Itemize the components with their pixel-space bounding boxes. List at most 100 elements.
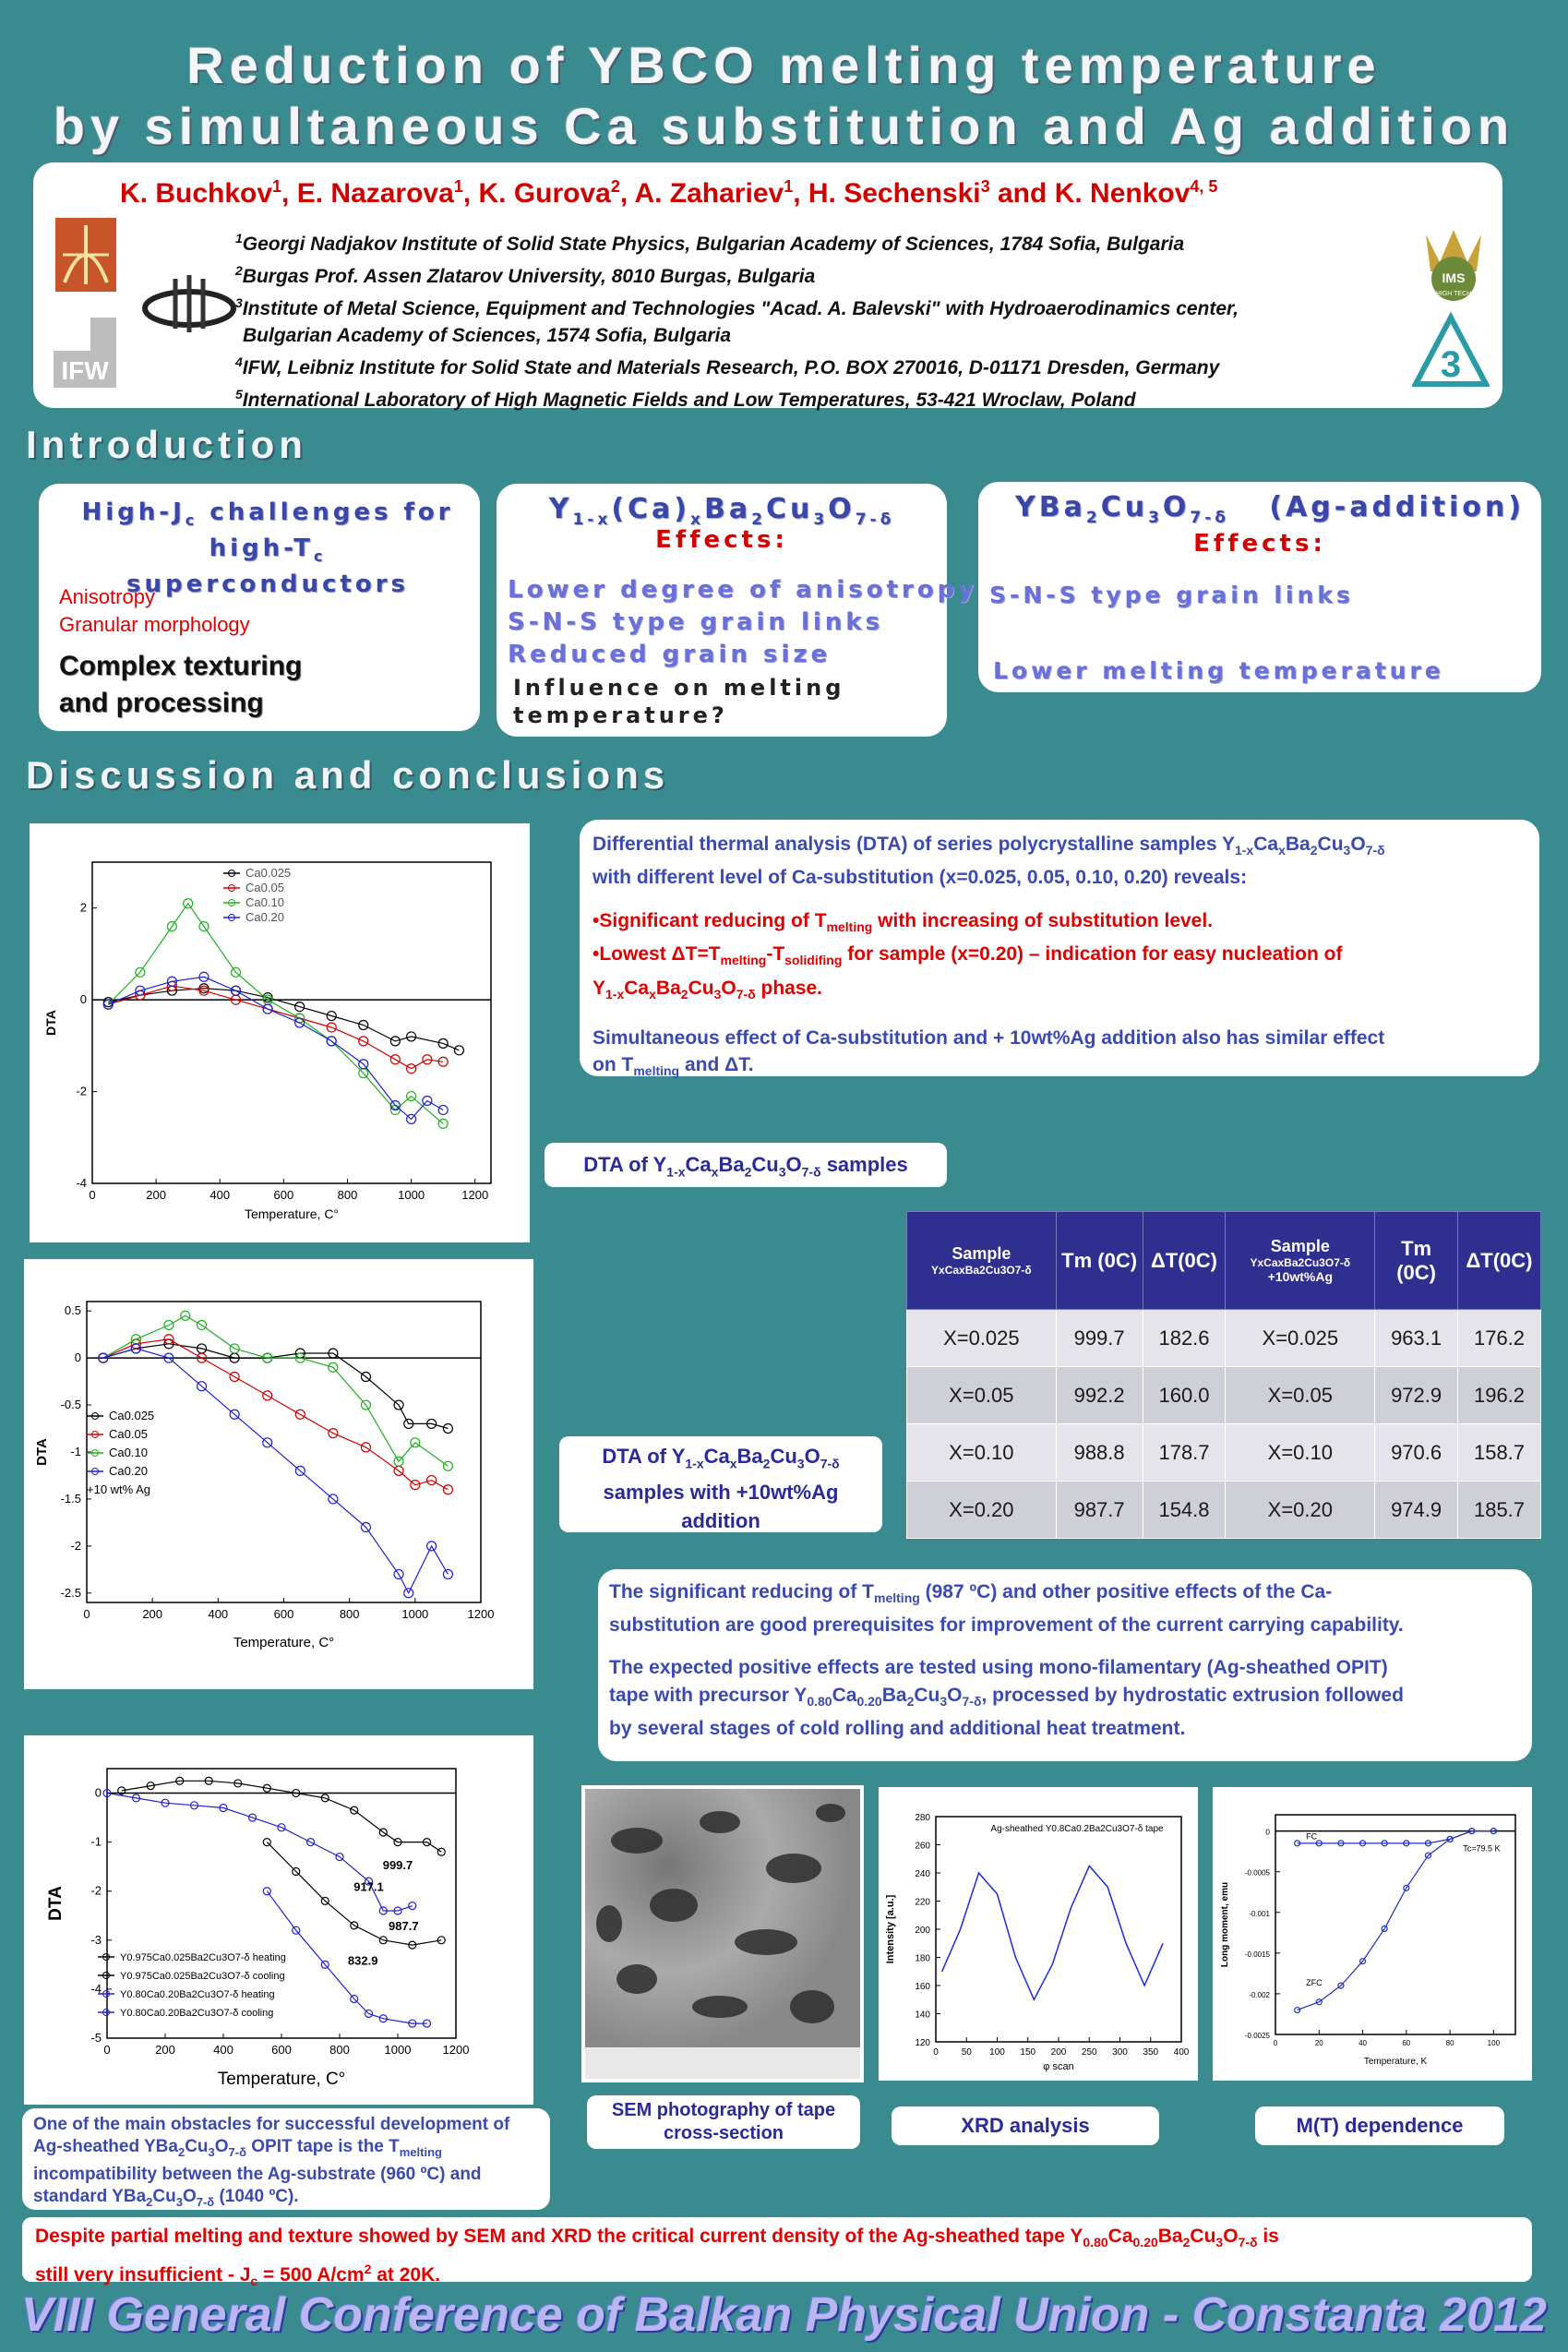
y-tick-label: 0 bbox=[95, 1786, 102, 1800]
results-table: Sample YxCaxBa2Cu3O7-δ Tm (0C) ΔT(0C) Sam… bbox=[906, 1211, 1541, 1539]
data-point bbox=[437, 1038, 449, 1049]
data-point bbox=[262, 1003, 273, 1014]
data-point bbox=[426, 1418, 437, 1430]
data-point bbox=[196, 1319, 208, 1331]
data-point bbox=[196, 1381, 208, 1392]
data-point bbox=[233, 1779, 243, 1788]
x-tick-label: 100 bbox=[989, 2047, 1005, 2058]
data-point bbox=[229, 1409, 240, 1420]
data-point bbox=[422, 2019, 432, 2028]
intro-box-challenges-heading: High-Jc challenges for high-Tc supercond… bbox=[81, 498, 454, 599]
data-point bbox=[166, 976, 177, 987]
y-tick-label: 280 bbox=[915, 1813, 930, 1823]
data-point bbox=[102, 997, 114, 1008]
data-point bbox=[389, 1054, 401, 1065]
x-tick-label: 0 bbox=[933, 2047, 939, 2058]
x-tick-label: 1200 bbox=[461, 1188, 488, 1202]
ims-high-tech-logo: IMS HIGH TECH bbox=[1426, 230, 1481, 301]
dta-findings-text: Differential thermal analysis (DTA) of s… bbox=[592, 834, 1385, 1078]
data-point bbox=[230, 966, 242, 978]
obstacles-box bbox=[22, 2108, 550, 2210]
data-point bbox=[1359, 1840, 1367, 1847]
conference-footer: VIII General Conference of Balkan Physic… bbox=[21, 2288, 1547, 2342]
data-point bbox=[358, 1036, 369, 1047]
y-tick-label: 120 bbox=[915, 2038, 930, 2048]
conclusion-box bbox=[22, 2217, 1532, 2282]
caption-dta-ca: DTA of Y1-xCaxBa2Cu3O7-δ samples bbox=[545, 1143, 947, 1187]
data-point bbox=[437, 1104, 449, 1116]
data-point bbox=[328, 1362, 339, 1373]
data-point bbox=[328, 1348, 339, 1359]
y-tick-label: 140 bbox=[915, 2010, 930, 2021]
data-point bbox=[102, 1788, 112, 1798]
annotation-label: FC bbox=[1306, 1831, 1317, 1841]
intro-box-ag-item-2: Lower melting temperature bbox=[993, 657, 1444, 684]
data-point bbox=[408, 2019, 417, 2028]
data-point bbox=[406, 1031, 417, 1042]
data-point bbox=[437, 1056, 449, 1067]
x-tick-label: 400 bbox=[1174, 2047, 1190, 2058]
dta-findings-box bbox=[580, 820, 1539, 1076]
x-tick-label: 1000 bbox=[398, 1188, 425, 1202]
data-point bbox=[198, 920, 209, 932]
data-point bbox=[1294, 1840, 1301, 1847]
legend-label: Ca0.05 bbox=[109, 1427, 148, 1441]
legend-marker bbox=[102, 2009, 110, 2016]
data-point bbox=[360, 1371, 372, 1383]
y-tick-label: 0 bbox=[80, 992, 87, 1006]
series-line bbox=[941, 1865, 1164, 2002]
poster-title-line2: by simultaneous Ca substitution and Ag a… bbox=[53, 97, 1515, 155]
y-tick-label: 220 bbox=[915, 1898, 930, 1908]
data-point bbox=[262, 1838, 271, 1847]
data-point bbox=[393, 1399, 404, 1410]
y-tick-label: -2 bbox=[90, 1884, 102, 1898]
data-point bbox=[1337, 1982, 1345, 1989]
y-axis-label: DTA bbox=[43, 1010, 58, 1036]
data-point bbox=[403, 1588, 414, 1599]
y-tick-label: -2 bbox=[76, 1085, 87, 1098]
data-point bbox=[442, 1422, 454, 1434]
section-discussion: Discussion and conclusions bbox=[26, 753, 670, 797]
legend-label: Ca0.05 bbox=[245, 881, 284, 894]
annotation-label: 987.7 bbox=[389, 1919, 419, 1933]
legend-label: Y0.80Ca0.20Ba2Cu3O7-δ cooling bbox=[120, 2008, 273, 2019]
table-row: X=0.20 987.7 154.8 X=0.20 974.9 185.7 bbox=[906, 1481, 1541, 1539]
data-point bbox=[326, 1022, 337, 1033]
y-tick-label: 160 bbox=[915, 1982, 930, 1992]
annotation-label: ZFC bbox=[1306, 1978, 1323, 1987]
data-point bbox=[204, 1776, 213, 1785]
data-point bbox=[422, 1054, 433, 1065]
data-point bbox=[378, 1936, 388, 1945]
legend-label: Ca0.025 bbox=[245, 866, 291, 880]
xrd-chart: 0 50 100 150 200 250 300 350 400 120 140 160 180 200 2… bbox=[879, 1787, 1198, 2081]
x-tick-label: 1200 bbox=[443, 2043, 470, 2057]
legend-label: Ca0.025 bbox=[109, 1409, 154, 1422]
data-point bbox=[410, 1480, 421, 1491]
data-point bbox=[229, 1371, 240, 1383]
legend-marker bbox=[228, 914, 235, 921]
legend-marker bbox=[91, 1431, 99, 1438]
y-tick-label: -0.002 bbox=[1249, 1991, 1270, 1999]
data-point bbox=[163, 1334, 174, 1345]
x-tick-label: 0 bbox=[103, 2043, 110, 2057]
intro-red-items: Anisotropy Granular morphology bbox=[59, 585, 250, 636]
y-tick-label: -5 bbox=[90, 2031, 102, 2045]
section-introduction: Introduction bbox=[26, 423, 307, 466]
results-table-wrap: Sample YxCaxBa2Cu3O7-δ Tm (0C) ΔT(0C) Sam… bbox=[906, 1211, 1541, 1539]
data-point bbox=[360, 1399, 372, 1410]
series-line bbox=[108, 988, 460, 1051]
data-point bbox=[442, 1460, 454, 1471]
x-tick-label: 400 bbox=[213, 2043, 233, 2057]
intro-box-challenges bbox=[39, 484, 480, 731]
x-tick-label: 600 bbox=[274, 1188, 294, 1202]
legend-marker bbox=[91, 1412, 99, 1420]
y-tick-label: 260 bbox=[915, 1842, 930, 1852]
x-tick-label: 60 bbox=[1402, 2039, 1410, 2047]
data-point bbox=[358, 1019, 369, 1031]
legend-label: Y0.975Ca0.025Ba2Cu3O7-δ heating bbox=[120, 1952, 286, 1963]
x-tick-label: 200 bbox=[146, 1188, 166, 1202]
data-point bbox=[406, 1090, 417, 1102]
data-point bbox=[131, 1794, 141, 1803]
data-point bbox=[453, 1045, 465, 1056]
legend-note: +10 wt% Ag bbox=[87, 1482, 150, 1496]
